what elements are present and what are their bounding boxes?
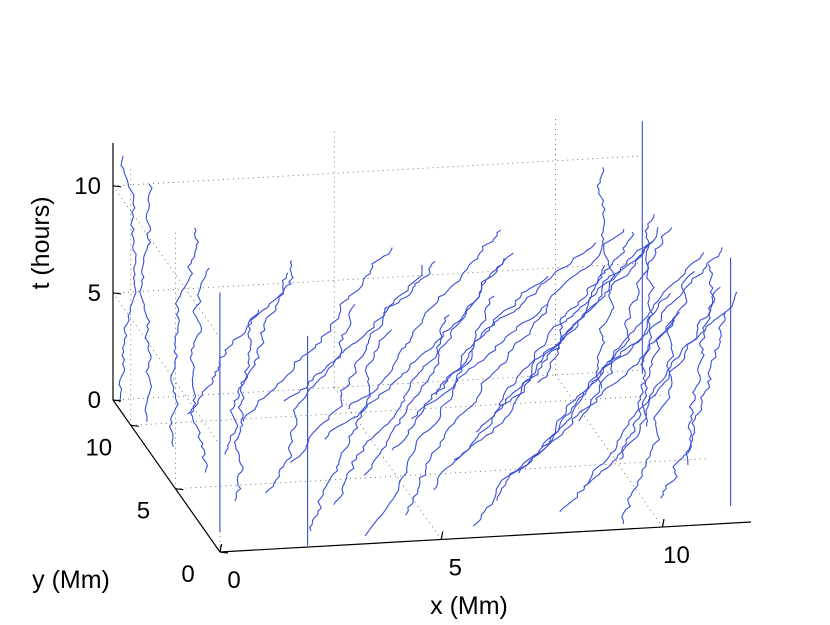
trajectory-line-21 — [433, 265, 606, 491]
trajectory-line-5 — [233, 309, 260, 502]
x-tick-label: 10 — [663, 542, 690, 569]
z-tick-mark — [112, 185, 122, 188]
trajectory-line-40 — [685, 264, 716, 466]
grid-line — [333, 387, 442, 540]
trajectory-line-20 — [391, 275, 549, 451]
grid-line — [555, 374, 663, 528]
trajectory-line-9 — [265, 303, 356, 494]
trajectory-line-35 — [578, 227, 673, 422]
y-tick-mark — [175, 488, 184, 491]
trajectory-line-37 — [660, 312, 726, 499]
z-tick-mark — [112, 292, 122, 295]
y-tick-mark — [130, 424, 139, 427]
trajectory-line-32 — [583, 286, 721, 488]
z-tick-label: 5 — [88, 280, 101, 307]
x-axis-label: x (Mm) — [430, 592, 508, 620]
x-tick-mark — [661, 518, 665, 528]
trajectory-line-15 — [283, 260, 436, 402]
trajectory-line-3 — [168, 227, 200, 447]
y-axis-label: y (Mm) — [32, 566, 110, 594]
trajectory-line-33 — [621, 319, 675, 524]
trajectory-line-2 — [139, 183, 153, 422]
trajectory-line-22 — [472, 311, 680, 527]
trajectory-line-25 — [496, 292, 671, 501]
x-tick-label: 5 — [449, 555, 462, 582]
trajectory-line-29 — [559, 291, 738, 513]
grid-line — [112, 155, 645, 187]
grid-line — [130, 394, 662, 426]
tick-labels: 0 0 0 5 5 5 10 10 10 — [74, 173, 690, 594]
trajectory-line-26 — [435, 242, 597, 396]
grid-line — [112, 185, 221, 339]
trajectory-line-23 — [411, 228, 625, 420]
y-tick-label: 5 — [137, 498, 150, 525]
z-tick-label: 0 — [88, 387, 101, 414]
trajectory-line-12 — [290, 264, 423, 463]
x-tick-mark — [219, 543, 223, 553]
x-tick-label: 0 — [227, 567, 240, 594]
axis-titles: x (Mm) y (Mm) t (hours) — [27, 196, 508, 620]
y-axis-line — [112, 399, 221, 553]
trajectory-line-18 — [405, 304, 549, 516]
trajectory-line-11 — [242, 247, 393, 422]
z-axis-label: t (hours) — [27, 196, 55, 289]
trajectory-line-27 — [475, 239, 655, 433]
trajectory-line-7 — [187, 260, 294, 415]
z-tick-label: 10 — [74, 173, 101, 200]
trajectory-line-13 — [333, 314, 450, 505]
trajectory-line-10 — [308, 329, 393, 532]
grid-line — [112, 262, 645, 294]
grid-line — [112, 292, 221, 446]
z-tick-mark — [112, 399, 122, 402]
trajectory-line-36 — [619, 270, 695, 461]
trajectory-line-14 — [364, 295, 495, 537]
trajectory-line-17 — [363, 257, 505, 476]
x-tick-mark — [440, 531, 444, 540]
grid-lines — [112, 118, 752, 553]
trajectory-line-24 — [453, 244, 649, 461]
trajectory-series — [118, 121, 738, 546]
trajectory-line-4 — [189, 267, 210, 473]
trajectory-line-39 — [640, 214, 655, 427]
y-tick-label: 10 — [85, 434, 112, 461]
trajectory-line-30 — [498, 227, 659, 407]
trajectory-line-1 — [118, 155, 137, 403]
trajectory-line-28 — [518, 252, 705, 474]
trajectory-line-34 — [537, 231, 635, 383]
y-tick-label: 0 — [181, 561, 194, 588]
trajectory-line-31 — [541, 247, 723, 448]
trajectory-line-8 — [224, 272, 289, 455]
y-tick-mark — [219, 551, 229, 554]
trajectory-line-19 — [348, 229, 502, 410]
trajectory-line-38 — [595, 167, 616, 389]
